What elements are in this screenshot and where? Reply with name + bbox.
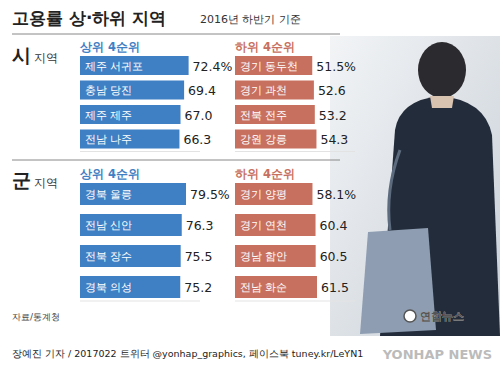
background: [0, 0, 500, 367]
labels: 경북 울릉 79.5% 전남 신안 76.3 전북 장수 75.5 경북 의성 75.2: [85, 187, 230, 295]
canvas: 고용률 상·하위 지역2016년 하반기 기준시지역군지역상위 4순위제주 서귀…: [0, 0, 500, 367]
section-name: 시: [12, 44, 31, 66]
bars: [80, 56, 189, 149]
logo-mark: [404, 310, 416, 322]
logo: 연합뉴스: [420, 310, 464, 323]
section-suffix: 지역: [34, 51, 58, 65]
bar: [235, 130, 316, 149]
bar: [80, 245, 181, 267]
axis-line: [235, 151, 355, 152]
category-label: 경기 과천: [240, 84, 288, 97]
neck: [430, 96, 454, 108]
bar: [235, 214, 316, 236]
hair: [418, 42, 466, 98]
source: 자료/통계청: [12, 312, 60, 322]
category-label: 경기 동두천: [240, 60, 299, 73]
category-label: 전남 화순: [240, 281, 288, 294]
value-label: 60.4: [320, 218, 348, 233]
value-label: 54.3: [320, 132, 348, 147]
value-label: 52.6: [318, 83, 346, 98]
bar: [80, 105, 181, 124]
value-label: 60.5: [320, 249, 348, 264]
value-label: 53.2: [319, 108, 347, 123]
section-suffix: 지역: [34, 176, 58, 190]
bar: [80, 56, 189, 75]
axis-line: [80, 301, 200, 302]
category-label: 경남 함안: [240, 250, 288, 263]
category-label: 경기 양평: [240, 188, 288, 201]
bar: [80, 81, 184, 100]
category-label: 제주 서귀포: [85, 60, 144, 73]
value-label: 51.5%: [316, 59, 356, 74]
photo-backdrop: [330, 36, 500, 336]
labels: 경기 동두천 51.5% 경기 과천 52.6 전북 전주 53.2 강원 강릉 54.3: [240, 59, 356, 148]
bar: [80, 214, 182, 236]
category-label: 경북 울릉: [85, 188, 133, 201]
labels: 제주 서귀포 72.4% 충남 당진 69.4 제주 제주 67.0 전남 나주 66.3: [85, 59, 232, 148]
chart: 하위 4순위경기 동두천 51.5% 경기 과천 52.6 전북 전주 53.2 강원 강릉…: [235, 40, 356, 152]
category-label: 전북 장수: [85, 250, 133, 263]
category-label: 전북 전주: [240, 109, 288, 122]
category-label: 충남 당진: [85, 84, 133, 97]
axis-line: [235, 301, 355, 302]
chart: 상위 4순위경북 울릉 79.5% 전남 신안 76.3 전북 장수 75.5 경북 의성 7…: [79, 167, 230, 301]
section-name: 군: [12, 169, 31, 191]
bar: [235, 81, 314, 100]
stage: 고용률 상·하위 지역2016년 하반기 기준시지역군지역상위 4순위제주 서귀…: [0, 0, 500, 367]
separator: [12, 160, 340, 161]
bar: [80, 183, 186, 205]
credit: 장예진 기자 / 2017022 트위터 @yonhap_graphics, 페…: [12, 348, 363, 359]
value-label: 76.3: [186, 218, 214, 233]
bar: [80, 130, 179, 149]
category-label: 전남 나주: [85, 133, 133, 146]
value-label: 75.5: [185, 249, 213, 264]
value-label: 58.1%: [316, 187, 356, 202]
value-label: 75.2: [184, 280, 212, 295]
axis-line: [80, 151, 200, 152]
bars: [235, 183, 317, 298]
footer-band: [0, 340, 500, 367]
value-label: 66.3: [183, 132, 211, 147]
category-label: 경북 의성: [85, 281, 133, 294]
bag-strap: [389, 150, 400, 230]
bar: [235, 56, 312, 75]
separator: [12, 34, 340, 35]
labels: 경기 양평 58.1% 경기 연천 60.4 경남 함안 60.5 전남 화순 61.5: [240, 187, 356, 295]
chart: 상위 4순위제주 서귀포 72.4% 충남 당진 69.4 제주 제주 67.0 전남 나주…: [79, 40, 232, 152]
value-label: 69.4: [188, 83, 216, 98]
value-label: 72.4%: [193, 59, 233, 74]
chart: 하위 4순위경기 양평 58.1% 경기 연천 60.4 경남 함안 60.5 전남 화순 6…: [235, 167, 356, 301]
bars: [80, 183, 186, 298]
watermark: YONHAP NEWS: [382, 347, 492, 362]
subtitle: 2016년 하반기 기준: [200, 13, 301, 26]
value-label: 61.5: [321, 280, 349, 295]
bar: [235, 245, 316, 267]
category-label: 경기 연천: [240, 219, 288, 232]
bars: [235, 56, 316, 149]
category-label: 제주 제주: [85, 109, 133, 122]
value-label: 79.5%: [190, 187, 230, 202]
chart-title: 상위 4순위: [79, 40, 140, 54]
bar: [235, 105, 315, 124]
category-label: 전남 신안: [85, 219, 133, 232]
title: 고용률 상·하위 지역: [12, 8, 166, 28]
chart-title: 하위 4순위: [235, 167, 295, 181]
value-label: 67.0: [185, 108, 213, 123]
bar: [235, 183, 312, 205]
bar: [235, 276, 317, 298]
chart-title: 상위 4순위: [79, 167, 140, 181]
chart-title: 하위 4순위: [235, 40, 295, 54]
bar: [80, 276, 180, 298]
category-label: 강원 강릉: [240, 133, 288, 146]
photo: [330, 36, 500, 336]
